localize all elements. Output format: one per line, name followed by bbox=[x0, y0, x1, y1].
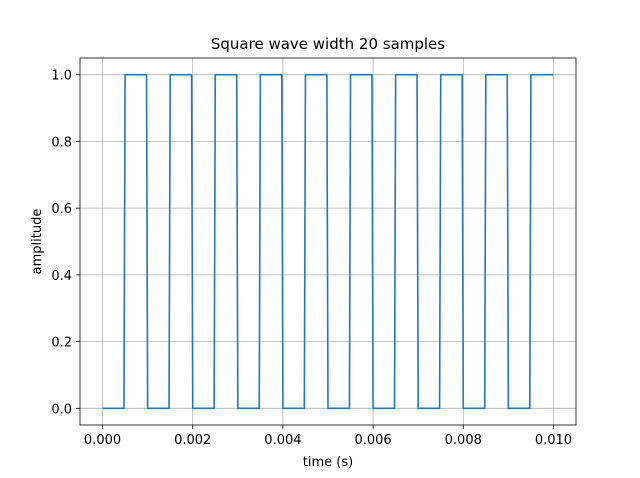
y-tick-label: 0.0 bbox=[51, 402, 72, 417]
x-tick-label: 0.008 bbox=[445, 433, 482, 448]
x-tick-label: 0.006 bbox=[354, 433, 391, 448]
series-line-0 bbox=[102, 73, 554, 410]
x-tick-label: 0.000 bbox=[84, 433, 121, 448]
y-axis-label: amplitude bbox=[30, 209, 45, 275]
x-tick-label: 0.004 bbox=[264, 433, 301, 448]
y-tick-label: 1.0 bbox=[51, 69, 72, 84]
plot-frame bbox=[79, 57, 577, 426]
ticks: 0.000 0.002 0.004 0.006 0.008 0.010 0.0 0.2 0.4 0… bbox=[51, 69, 572, 448]
chart-title: Square wave width 20 samples bbox=[211, 35, 445, 53]
x-axis-label: time (s) bbox=[303, 455, 353, 470]
x-tick-label: 0.002 bbox=[174, 433, 211, 448]
y-tick-label: 0.6 bbox=[51, 202, 72, 217]
y-tick-label: 0.2 bbox=[51, 336, 72, 351]
x-tick-label: 0.010 bbox=[535, 433, 572, 448]
series-layer bbox=[102, 73, 554, 410]
y-tick-label: 0.4 bbox=[51, 269, 72, 284]
y-tick-label: 0.8 bbox=[51, 135, 72, 150]
